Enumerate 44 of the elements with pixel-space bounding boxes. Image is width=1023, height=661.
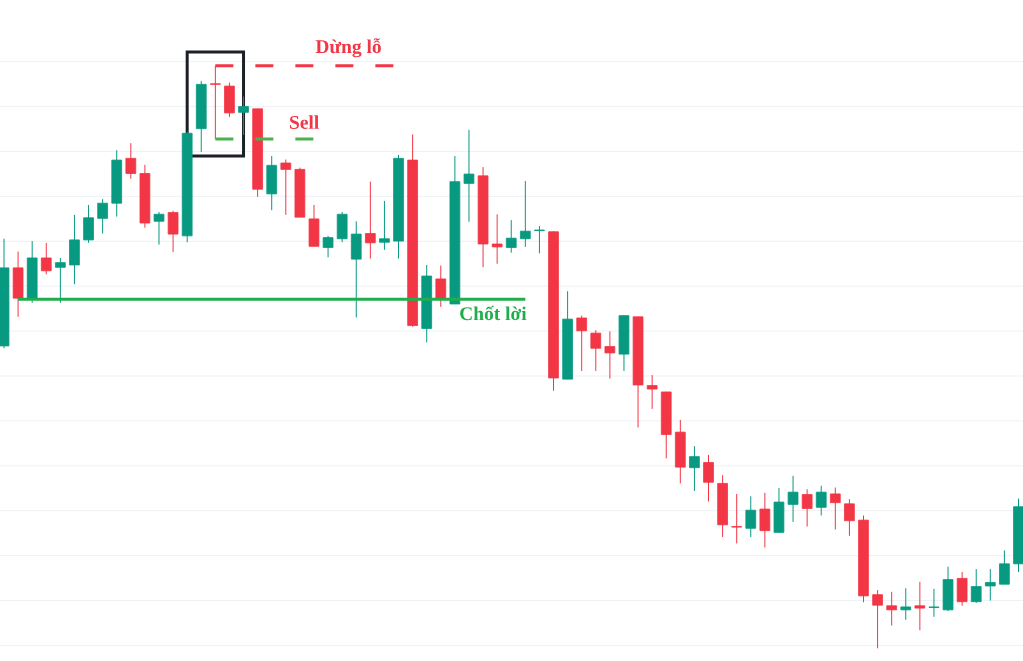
candlestick	[844, 498, 855, 537]
candlestick	[815, 485, 827, 516]
candlestick	[40, 242, 52, 275]
candlestick	[731, 493, 743, 544]
candlestick	[55, 257, 66, 304]
candlestick	[576, 315, 588, 372]
candlestick	[463, 129, 475, 223]
candlestick	[604, 330, 616, 380]
candlestick	[365, 181, 376, 260]
candlestick	[167, 210, 179, 253]
candlestick	[520, 180, 531, 248]
candlestick	[956, 571, 968, 607]
candlestick	[590, 329, 602, 372]
candlestick	[900, 587, 912, 621]
candlestick	[829, 487, 841, 530]
candlestick	[984, 568, 996, 602]
candlestick	[759, 492, 771, 549]
candlestick	[914, 581, 926, 631]
candlestick	[928, 588, 940, 618]
candlestick	[97, 198, 108, 234]
series-label: Chốt lời	[460, 305, 527, 321]
candlestick	[787, 475, 799, 523]
candlestick	[153, 211, 165, 246]
candlestick	[886, 591, 898, 627]
candlestick	[125, 142, 137, 180]
candlestick	[970, 568, 982, 604]
candlestick	[703, 454, 714, 502]
candlestick	[646, 374, 658, 410]
candlestick	[83, 204, 94, 244]
candlestick	[280, 159, 292, 216]
candlestick	[745, 495, 757, 538]
candlestick	[322, 235, 334, 258]
candlestick	[491, 213, 503, 265]
series-label: Dừng lỗ	[315, 38, 381, 58]
candlestick	[689, 445, 700, 492]
candlestick	[379, 200, 390, 251]
candlestick	[238, 96, 249, 136]
candlestick	[801, 488, 813, 528]
candlestick	[505, 219, 517, 254]
candlestick	[999, 549, 1010, 585]
candlestick	[534, 225, 545, 254]
candlestick	[872, 589, 883, 649]
annotation: Sell	[290, 115, 319, 129]
candlestick	[435, 265, 447, 308]
